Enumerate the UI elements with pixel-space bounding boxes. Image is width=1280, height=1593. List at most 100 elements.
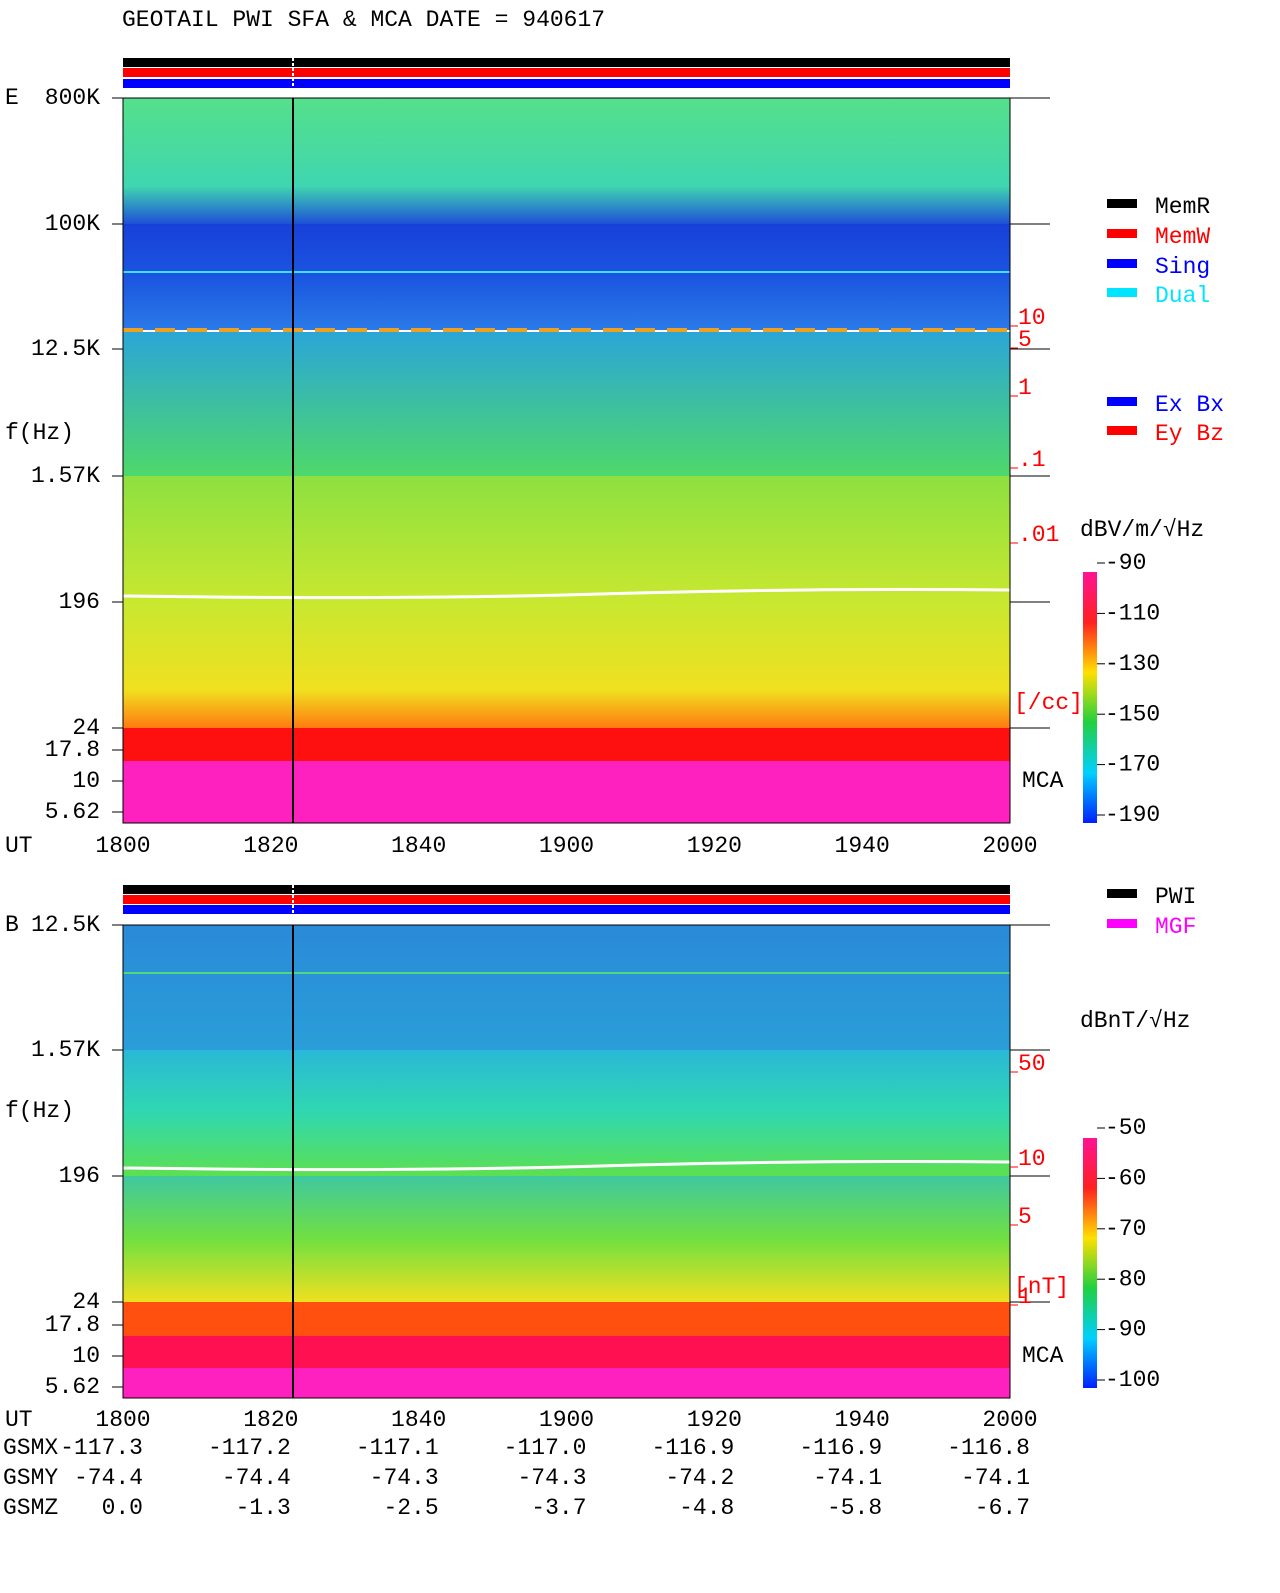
colorbar-tick-label: -110 (1105, 600, 1160, 626)
colorbar-b (1083, 1138, 1097, 1388)
orbit-label: GSMZ (3, 1495, 58, 1521)
y-tick-label: 196 (59, 589, 100, 615)
x-tick-label: 1940 (835, 833, 890, 859)
y-tick-label: 100K (45, 211, 100, 237)
mca-label: MCA (1022, 1343, 1064, 1369)
x-tick-label: 1940 (835, 1407, 890, 1433)
legend-label: Dual (1155, 283, 1210, 309)
x-tick-label: 1800 (95, 1407, 150, 1433)
y-tick-label: 1.57K (31, 463, 100, 489)
orbit-label: GSMX (3, 1435, 58, 1461)
density-tick-label: .01 (1018, 522, 1059, 548)
orbit-value: -2.5 (383, 1495, 438, 1521)
x-tick-label: 1840 (391, 1407, 446, 1433)
colorbar-tick-label: -50 (1105, 1115, 1146, 1141)
y-tick-label: 5.62 (45, 1374, 100, 1400)
orbit-value: -117.3 (60, 1435, 143, 1461)
legend-swatch (1107, 889, 1137, 898)
y-tick-label: 24 (72, 715, 100, 741)
legend-label: PWI (1155, 884, 1196, 910)
legend-label: MGF (1155, 914, 1196, 940)
colorbar-unit: dBnT/√Hz (1080, 1008, 1190, 1034)
orbit-value: -4.8 (679, 1495, 734, 1521)
orbit-value: -74.2 (665, 1465, 734, 1491)
x-tick-label: 2000 (982, 1407, 1037, 1433)
colorbar-unit: dBV/m/√Hz (1080, 517, 1204, 543)
legend-label: MemR (1155, 194, 1210, 220)
legend-swatch (1107, 919, 1137, 928)
y-axis-label: f(Hz) (5, 420, 74, 446)
density-unit: [nT] (1014, 1274, 1069, 1300)
colorbar-e (1083, 572, 1097, 823)
legend-swatch (1107, 288, 1137, 297)
y-tick-label: 10 (72, 768, 100, 794)
legend-swatch (1107, 229, 1137, 238)
spectrogram-b (122, 885, 1011, 1399)
orbit-label: GSMY (3, 1465, 58, 1491)
legend-label: Ex Bx (1155, 392, 1224, 418)
title: GEOTAIL PWI SFA & MCA DATE = 940617 (122, 7, 605, 33)
density-tick-label: 5 (1018, 327, 1032, 353)
orbit-value: -74.3 (517, 1465, 586, 1491)
panel-label: B (5, 912, 19, 938)
legend-label: Sing (1155, 254, 1210, 280)
colorbar-tick-label: -90 (1105, 550, 1146, 576)
y-tick-label: 10 (72, 1343, 100, 1369)
density-tick-label: 10 (1018, 305, 1046, 331)
mca-label: MCA (1022, 768, 1064, 794)
x-tick-label: 1900 (539, 1407, 594, 1433)
density-tick-label: 1 (1018, 1284, 1032, 1310)
legend-swatch (1107, 259, 1137, 268)
colorbar-tick-label: -70 (1105, 1216, 1146, 1242)
y-tick-label: 17.8 (45, 737, 100, 763)
density-tick-label: 1 (1018, 375, 1032, 401)
colorbar-tick-label: -100 (1105, 1367, 1160, 1393)
colorbar-tick-label: -80 (1105, 1266, 1146, 1292)
density-tick-label: 10 (1018, 1146, 1046, 1172)
orbit-value: -74.4 (74, 1465, 143, 1491)
orbit-value: -117.0 (504, 1435, 587, 1461)
y-tick-label: 12.5K (31, 336, 100, 362)
orbit-value: -74.3 (370, 1465, 439, 1491)
x-axis-label: UT (5, 1407, 33, 1433)
colorbar-tick-label: -130 (1105, 651, 1160, 677)
x-tick-label: 1920 (687, 1407, 742, 1433)
x-tick-label: 1800 (95, 833, 150, 859)
colorbar-tick-label: -90 (1105, 1317, 1146, 1343)
y-tick-label: 1.57K (31, 1037, 100, 1063)
density-tick-label: .1 (1018, 447, 1046, 473)
y-axis-label: f(Hz) (5, 1098, 74, 1124)
y-tick-label: 800K (45, 85, 100, 111)
colorbar-tick-label: -60 (1105, 1165, 1146, 1191)
orbit-value: -74.1 (961, 1465, 1030, 1491)
orbit-value: -116.9 (652, 1435, 735, 1461)
colorbar-tick-label: -150 (1105, 701, 1160, 727)
density-tick-label: 50 (1018, 1051, 1046, 1077)
x-tick-label: 1920 (687, 833, 742, 859)
panel-label: E (5, 85, 19, 111)
orbit-value: -3.7 (531, 1495, 586, 1521)
x-axis-label: UT (5, 833, 33, 859)
orbit-value: -116.8 (947, 1435, 1030, 1461)
density-tick-label: 5 (1018, 1204, 1032, 1230)
orbit-value: -74.1 (813, 1465, 882, 1491)
orbit-value: -116.9 (799, 1435, 882, 1461)
legend-swatch (1107, 397, 1137, 406)
orbit-value: -117.1 (356, 1435, 439, 1461)
y-tick-label: 12.5K (31, 912, 100, 938)
legend-swatch (1107, 426, 1137, 435)
x-tick-label: 1820 (243, 833, 298, 859)
legend-label: MemW (1155, 224, 1210, 250)
x-tick-label: 1820 (243, 1407, 298, 1433)
colorbar-tick-label: -170 (1105, 752, 1160, 778)
density-unit: [/cc] (1014, 690, 1083, 716)
x-tick-label: 2000 (982, 833, 1037, 859)
colorbar-tick-label: -190 (1105, 802, 1160, 828)
y-tick-label: 5.62 (45, 799, 100, 825)
orbit-value: -74.4 (222, 1465, 291, 1491)
spectrogram-e (122, 58, 1011, 824)
x-tick-label: 1900 (539, 833, 594, 859)
legend-swatch (1107, 199, 1137, 208)
orbit-value: -6.7 (975, 1495, 1030, 1521)
